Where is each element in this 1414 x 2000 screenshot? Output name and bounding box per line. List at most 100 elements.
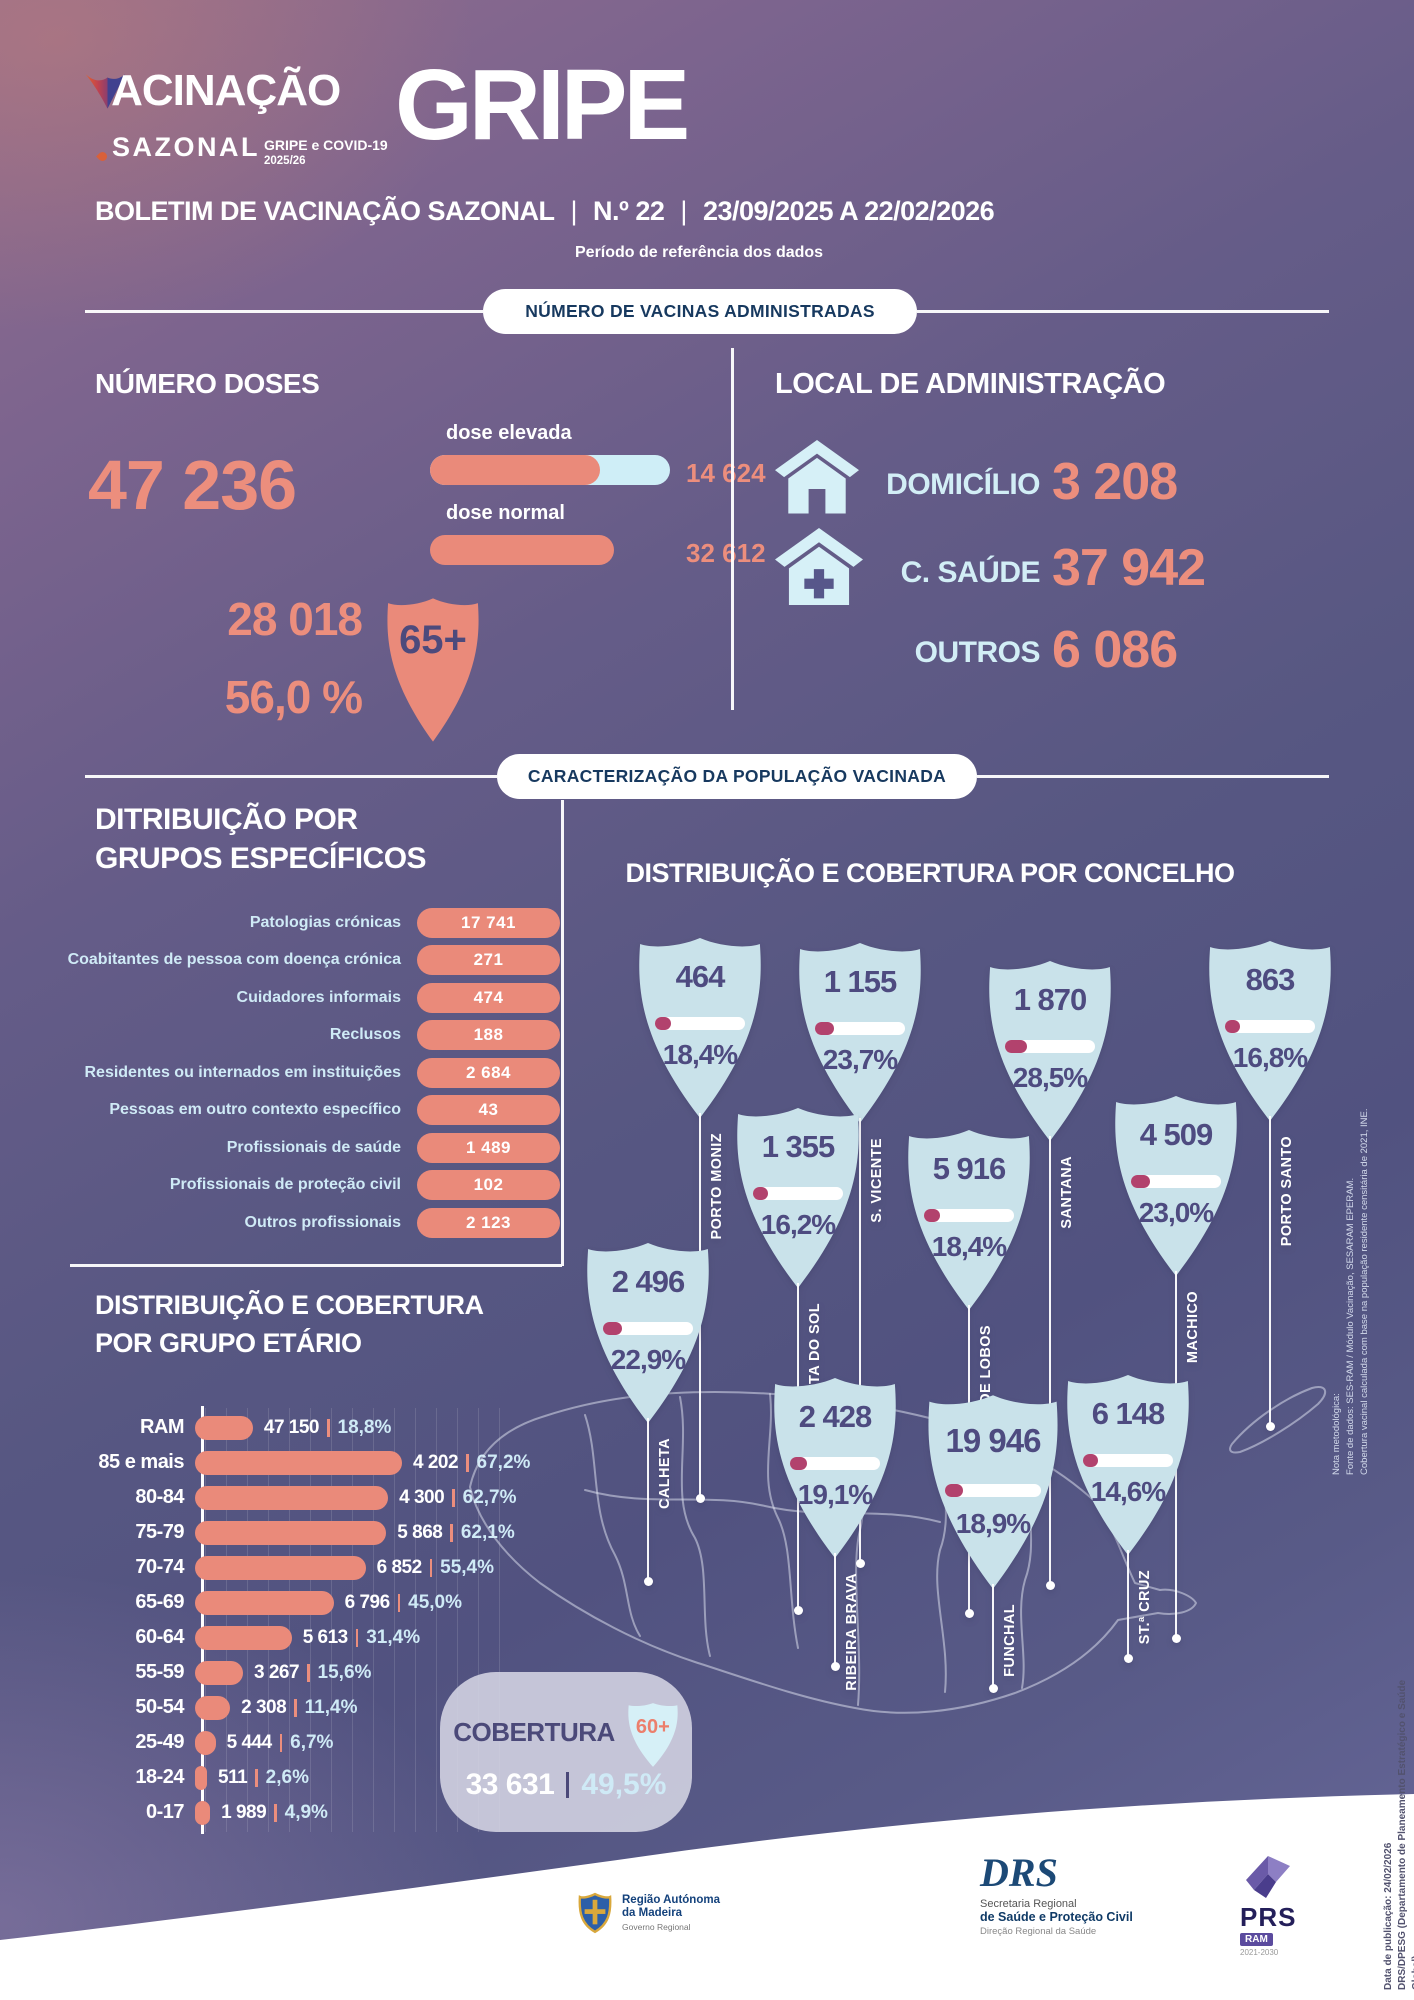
age-row: 65-69 6 796 45,0% (70, 1585, 590, 1620)
map-dot (1266, 1422, 1275, 1431)
separator (279, 1733, 283, 1752)
map-dot (696, 1494, 705, 1503)
leader-line (647, 1418, 649, 1583)
separator (452, 1488, 455, 1507)
dose-high-bar (430, 455, 670, 485)
municipality-name: S. VICENTE (869, 1138, 885, 1223)
drs-logo: DRS Secretaria Regional de Saúde e Prote… (980, 1852, 1133, 1938)
brand-tagline: GRIPE e COVID-19 (264, 137, 388, 153)
municipality-coverage-bar (1083, 1454, 1173, 1467)
age65-count: 28 018 (227, 593, 363, 645)
age-coverage-bar (195, 1415, 253, 1440)
age-group-label: RAM (139, 1416, 185, 1438)
age-chart-title: DISTRIBUIÇÃO E COBERTURA POR GRUPO ETÁRI… (95, 1286, 484, 1362)
municipality-doses: 863 (1245, 962, 1296, 997)
municipality-coverage-bar (1131, 1175, 1221, 1188)
age-values: 6 796 45,0% (345, 1592, 462, 1614)
dose-normal-value: 32 612 (686, 538, 766, 568)
divider-line (977, 775, 1329, 778)
age-title-line2: POR GRUPO ETÁRIO (95, 1328, 362, 1358)
group-row: Profissionais de saúde 1 489 (62, 1129, 560, 1167)
municipality-doses: 2 428 (798, 1399, 873, 1434)
age-coverage-pct: 31,4% (366, 1626, 421, 1648)
municipality-name: PORTO MONIZ (709, 1133, 725, 1240)
age-row: 50-54 2 308 11,4% (70, 1690, 590, 1725)
coverage-60-count: 33 631 (465, 1768, 555, 1801)
column-divider (561, 800, 564, 1266)
location-value: 3 208 (1052, 453, 1178, 511)
municipality-coverage-fill (945, 1484, 963, 1497)
age-coverage-bar (195, 1485, 389, 1510)
municipality-name: SANTANA (1059, 1156, 1075, 1229)
coverage-60-shield: 60+ (627, 1702, 679, 1768)
divider-line (917, 310, 1329, 313)
drs-direcao: Direção Regional da Saúde (980, 1926, 1097, 1937)
map-dot (831, 1662, 840, 1671)
page-title: GRIPE (395, 49, 690, 161)
municipality-shield: 19 946 18,9% FUNCHAL (925, 1392, 1061, 1693)
map-dot (965, 1609, 974, 1618)
municipality-doses: 1 870 (1013, 982, 1088, 1017)
group-label: Residentes ou internados em instituições (84, 1063, 401, 1081)
prs-ram-chip: RAM (1240, 1933, 1273, 1946)
ram-text-line1: Região Aut​ónoma (622, 1894, 720, 1906)
age-coverage-bar (195, 1555, 366, 1580)
prs-years: 2021-2030 (1240, 1948, 1279, 1957)
municipality-doses: 464 (675, 959, 726, 994)
groups-title: DITRIBUIÇÃO POR GRUPOS ESPECÍFICOS (95, 800, 427, 878)
footer-wave (0, 1794, 1414, 2000)
period-caption: Período de referência dos dados (575, 244, 824, 261)
municipality-coverage-bar (790, 1457, 880, 1470)
municipality-doses: 4 509 (1139, 1117, 1214, 1152)
age-group-label: 55-59 (135, 1661, 184, 1683)
group-row: Outros profissionais 2 123 (62, 1204, 560, 1242)
group-label: Reclusos (329, 1026, 401, 1044)
section-banner-population: CARACTERIZAÇÃO DA POPULAÇÃO VACINADA (497, 754, 977, 799)
location-title: LOCAL DE ADMINISTRAÇÃO (775, 368, 1166, 400)
municipality-coverage-pct: 14,6% (1090, 1476, 1166, 1507)
municipality-shield: 4 509 23,0% MACHICO (1112, 1093, 1240, 1643)
age-coverage-pct: 45,0% (408, 1591, 463, 1613)
municipality-coverage-bar (753, 1187, 843, 1200)
municipality-shield: 2 428 19,1% RIBEIRA BRAVA (771, 1375, 899, 1691)
group-label: Coabitantes de pessoa com doença crónica (67, 951, 401, 969)
age-values: 5 868 62,1% (397, 1522, 514, 1544)
bulletin-title: BOLETIM DE VACINAÇÃO SAZONAL (95, 196, 555, 226)
age-row: 70-74 6 852 55,4% (70, 1550, 590, 1585)
age-chart: RAM 47 150 18,8% 85 e mais 4 202 67,2% 80-84 4 … (70, 1410, 590, 1830)
brand-subtitle: SAZONAL (112, 132, 260, 162)
age-doses-count: 3 267 (254, 1661, 300, 1683)
group-row: Coabitantes de pessoa com doença crónica… (62, 942, 560, 980)
age-row: 60-64 5 613 31,4% (70, 1620, 590, 1655)
prs-logo: PRS RAM 2021-2030 (1240, 1848, 1350, 1957)
map-dot (1124, 1654, 1133, 1663)
prs-logo-text: PRS (1240, 1902, 1297, 1932)
age-coverage-bar (195, 1625, 292, 1650)
group-label: Profissionais de saúde (226, 1138, 401, 1156)
age-coverage-bar (195, 1695, 231, 1720)
age-coverage-bar (195, 1520, 387, 1545)
age-values: 2 308 11,4% (241, 1697, 357, 1719)
group-row: Profissionais de proteção civil 102 (62, 1167, 560, 1205)
map-dot (989, 1684, 998, 1693)
group-value-pill: 43 (417, 1095, 560, 1126)
group-value-pill: 1 489 (417, 1132, 560, 1163)
age-row: 85 e mais 4 202 67,2% (70, 1445, 590, 1480)
municipality-coverage-fill (815, 1022, 834, 1035)
municipality-coverage-pct: 23,0% (1138, 1197, 1214, 1228)
shield-shape (628, 1703, 678, 1767)
age-values: 5 444 6,7% (227, 1732, 334, 1754)
location-label: OUTROS (914, 636, 1041, 669)
location-label: DOMICÍLIO (886, 468, 1040, 501)
leader-line (859, 1118, 861, 1565)
shield-shape (387, 598, 479, 742)
drs-secretaria-line2: de Saúde e Proteção Civil (980, 1910, 1133, 1924)
municipality-coverage-pct: 18,9% (955, 1508, 1031, 1539)
municipality-name: ST.ª CRUZ (1137, 1570, 1153, 1645)
ram-crest-icon (578, 1892, 612, 1934)
age65-coverage-pct: 56,0 % (224, 671, 363, 723)
group-value-pill: 188 (417, 1020, 560, 1051)
section-banner-vaccines: NÚMERO DE VACINAS ADMINISTRADAS (483, 289, 917, 334)
